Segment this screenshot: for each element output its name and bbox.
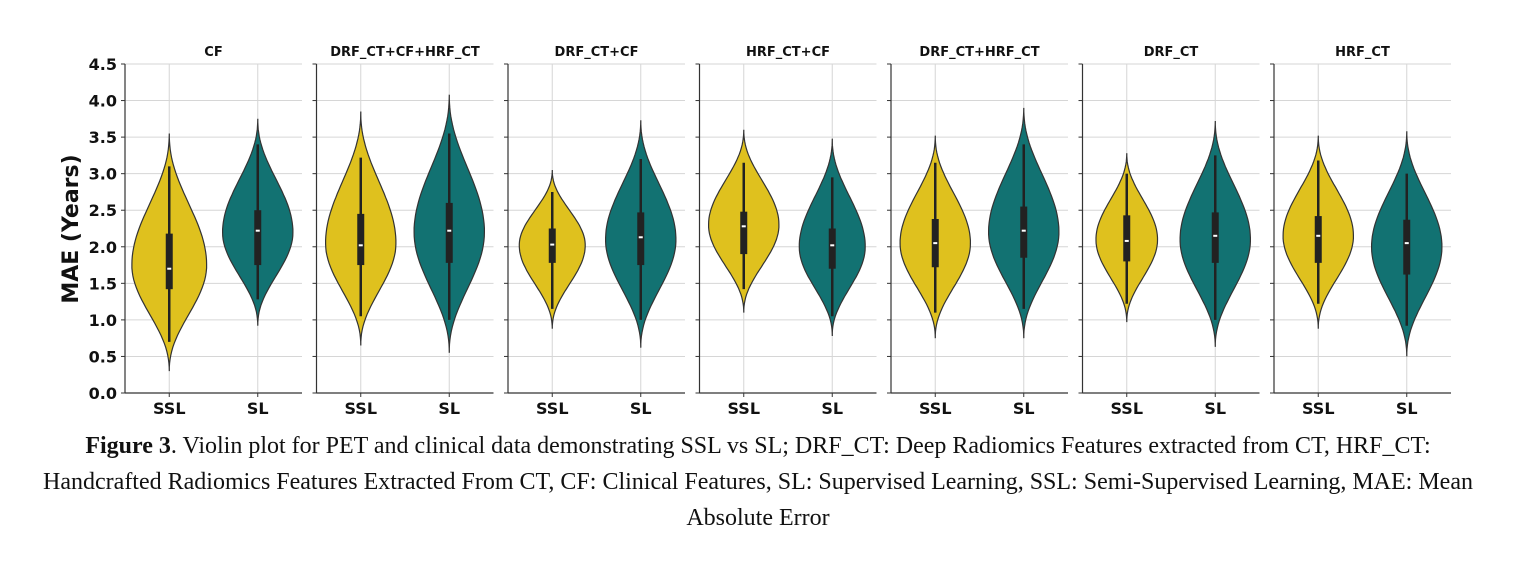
median-marker-ssl bbox=[1124, 239, 1129, 242]
panel-title: DRF_CT+CF+HRF_CT bbox=[330, 45, 480, 60]
y-tick-label: 3.5 bbox=[89, 128, 117, 147]
y-tick-label: 1.0 bbox=[89, 311, 117, 330]
median-marker-sl bbox=[255, 229, 260, 232]
iqr-box-sl bbox=[254, 210, 262, 266]
x-tick-label: SSL bbox=[919, 399, 952, 418]
panel-4: HRF_CT+CF SSL SL bbox=[695, 45, 877, 418]
x-tick-label: SSL bbox=[1302, 399, 1335, 418]
x-tick-label: SL bbox=[1013, 399, 1035, 418]
violin-chart: MAE (Years) 0.0 0.5 1.0 1.5 2.0 2.5 3.0 3.5 4.0 4.… bbox=[59, 45, 1451, 418]
median-marker-ssl bbox=[1316, 234, 1321, 237]
median-marker-ssl bbox=[550, 243, 555, 246]
x-tick-label: SL bbox=[630, 399, 652, 418]
iqr-box-ssl bbox=[740, 211, 748, 255]
panel-title: HRF_CT+CF bbox=[746, 45, 830, 60]
y-tick-label: 4.5 bbox=[89, 55, 117, 74]
panel-5: DRF_CT+HRF_CT SSL SL bbox=[887, 45, 1068, 418]
panel-2: DRF_CT+CF+HRF_CT SSL SL bbox=[312, 45, 494, 418]
figure-caption: Figure 3. Violin plot for PET and clinic… bbox=[40, 428, 1476, 536]
median-marker-ssl bbox=[167, 267, 172, 270]
panel-title: DRF_CT+CF bbox=[555, 45, 639, 60]
iqr-box-sl bbox=[828, 228, 836, 269]
panel-title: HRF_CT bbox=[1335, 45, 1390, 60]
median-marker-ssl bbox=[358, 244, 363, 247]
x-tick-label: SL bbox=[1396, 399, 1418, 418]
panel-6: DRF_CT SSL SL bbox=[1078, 45, 1260, 418]
x-tick-label: SSL bbox=[1110, 399, 1143, 418]
iqr-box-ssl bbox=[548, 228, 556, 263]
median-marker-ssl bbox=[933, 242, 938, 245]
iqr-box-sl bbox=[637, 212, 645, 266]
x-tick-label: SL bbox=[1204, 399, 1226, 418]
panel-title: DRF_CT bbox=[1144, 45, 1199, 60]
x-tick-label: SSL bbox=[344, 399, 377, 418]
iqr-box-ssl bbox=[1314, 216, 1322, 263]
iqr-box-ssl bbox=[357, 213, 365, 266]
panel-title: CF bbox=[204, 45, 222, 60]
median-marker-ssl bbox=[741, 225, 746, 228]
y-tick-label: 2.0 bbox=[89, 238, 117, 257]
panel-7: HRF_CT SSL SL bbox=[1270, 45, 1451, 418]
median-marker-sl bbox=[638, 236, 643, 239]
iqr-box-sl bbox=[445, 202, 453, 263]
panel-title: DRF_CT+HRF_CT bbox=[919, 45, 1039, 60]
x-tick-label: SL bbox=[438, 399, 460, 418]
y-tick-label: 2.5 bbox=[89, 201, 117, 220]
x-tick-label: SL bbox=[821, 399, 843, 418]
median-marker-sl bbox=[830, 244, 835, 247]
iqr-box-ssl bbox=[1123, 215, 1131, 262]
panel-1: 0.0 0.5 1.0 1.5 2.0 2.5 3.0 3.5 4.0 4.5 CF SSL SL bbox=[89, 45, 302, 418]
median-marker-sl bbox=[1404, 242, 1409, 245]
iqr-box-ssl bbox=[165, 233, 173, 290]
x-tick-label: SSL bbox=[727, 399, 760, 418]
y-tick-label: 4.0 bbox=[89, 92, 117, 111]
median-marker-sl bbox=[1213, 234, 1218, 237]
y-tick-label: 3.0 bbox=[89, 165, 117, 184]
x-tick-label: SL bbox=[247, 399, 269, 418]
iqr-box-sl bbox=[1020, 206, 1028, 258]
iqr-box-sl bbox=[1403, 219, 1411, 275]
x-tick-label: SSL bbox=[153, 399, 186, 418]
y-tick-label: 0.5 bbox=[89, 347, 117, 366]
y-tick-label: 0.0 bbox=[89, 384, 117, 403]
median-marker-sl bbox=[1021, 229, 1026, 232]
panel-3: DRF_CT+CF SSL SL bbox=[504, 45, 685, 418]
x-tick-label: SSL bbox=[536, 399, 569, 418]
caption-label: Figure 3 bbox=[85, 433, 171, 459]
caption-text: . Violin plot for PET and clinical data … bbox=[43, 433, 1473, 531]
iqr-box-sl bbox=[1211, 212, 1219, 263]
y-axis-title: MAE (Years) bbox=[59, 154, 84, 303]
y-tick-label: 1.5 bbox=[89, 274, 117, 293]
median-marker-sl bbox=[447, 229, 452, 232]
